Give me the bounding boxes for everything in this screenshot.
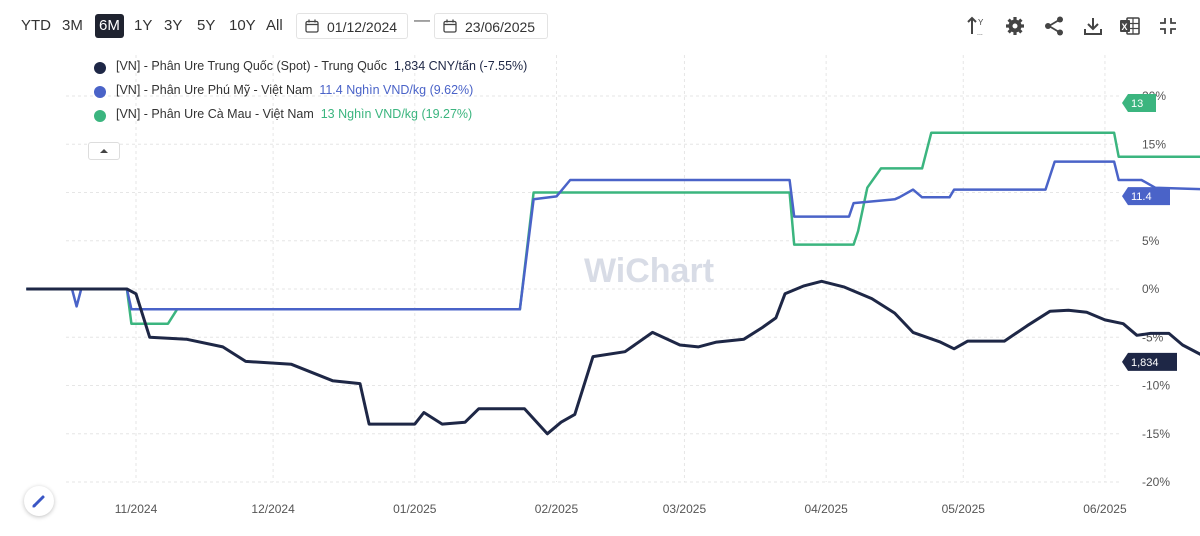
toolbar: YTD 3M 6M 1Y 3Y 5Y 10Y All 01/12/2024 — … [0, 0, 1200, 52]
x-tick-label: 02/2025 [535, 502, 579, 516]
legend-label-series-1: [VN] - Phân Ure Trung Quốc (Spot) - Trun… [116, 59, 528, 73]
pencil-icon [32, 495, 45, 508]
sort-icon[interactable]: Y ... [964, 14, 988, 38]
share-icon[interactable] [1042, 14, 1066, 38]
collapse-icon[interactable] [1156, 14, 1180, 38]
y-tick-label: -20% [1142, 475, 1170, 489]
watermark: WiChart [584, 252, 714, 290]
legend-value-series-1: 1,834 CNY/tấn (-7.55%) [393, 59, 528, 73]
legend-collapse-button[interactable] [88, 142, 120, 160]
legend-dot-series-2 [94, 86, 106, 98]
y-tick-label: -15% [1142, 427, 1170, 441]
range-all-button[interactable]: All [266, 17, 283, 34]
range-1y-button[interactable]: 1Y [134, 17, 153, 34]
legend-label-series-3: [VN] - Phân Ure Cà Mau - Việt Nam 13 Ngh… [116, 107, 473, 121]
svg-text:Y: Y [978, 18, 984, 27]
series-line-2 [26, 160, 1200, 311]
x-tick-label: 06/2025 [1083, 502, 1127, 516]
x-tick-label: 11/2024 [115, 502, 158, 516]
x-tick-label: 01/2025 [393, 502, 437, 516]
end-badge-series-1: 1,834 [1122, 352, 1177, 371]
y-tick-label: 5% [1142, 234, 1160, 248]
x-tick-label: 05/2025 [942, 502, 986, 516]
edit-button[interactable] [24, 486, 54, 516]
gear-icon[interactable] [1003, 14, 1027, 38]
date-separator: — [414, 12, 430, 29]
range-10y-button[interactable]: 10Y [229, 17, 256, 34]
end-badge-label: 13 [1131, 98, 1143, 110]
y-axis: 20%15%10%5%0%-5%-10%-15%-20% [1142, 89, 1170, 489]
chevron-up-icon [100, 149, 108, 153]
svg-text:X: X [1122, 22, 1128, 32]
end-badges: 1,834 11.4 13 [1122, 94, 1177, 371]
date-from-value: 01/12/2024 [327, 19, 398, 35]
calendar-icon [443, 19, 457, 33]
y-tick-label: 0% [1142, 282, 1160, 296]
date-from-field[interactable]: 01/12/2024 [296, 13, 408, 39]
x-tick-label: 03/2025 [663, 502, 707, 516]
legend-value-series-3: 13 Nghìn VND/kg (19.27%) [320, 107, 473, 121]
end-badge-label: 11.4 [1131, 191, 1152, 203]
x-tick-label: 12/2024 [251, 502, 295, 516]
legend-dot-series-3 [94, 110, 106, 122]
range-5y-button[interactable]: 5Y [197, 17, 216, 34]
date-to-field[interactable]: 23/06/2025 [434, 13, 548, 39]
y-tick-label: 15% [1142, 137, 1166, 151]
svg-text:...: ... [977, 30, 983, 37]
date-to-value: 23/06/2025 [465, 19, 536, 35]
series-line-3 [26, 131, 1200, 325]
end-badge-label: 1,834 [1131, 357, 1159, 369]
x-tick-label: 04/2025 [804, 502, 848, 516]
series-line-1 [26, 279, 1200, 436]
series-lines [26, 131, 1200, 436]
end-badge-series-3: 13 [1122, 94, 1156, 113]
end-badge-series-2: 11.4 [1122, 187, 1170, 206]
range-6m-button[interactable]: 6M [95, 14, 124, 38]
legend-label-series-2: [VN] - Phân Ure Phú Mỹ - Việt Nam 11.4 N… [116, 83, 474, 97]
calendar-icon [305, 19, 319, 33]
range-3m-button[interactable]: 3M [62, 17, 83, 34]
excel-icon[interactable]: X [1118, 14, 1142, 38]
y-tick-label: -10% [1142, 379, 1170, 393]
x-axis: 11/2024 12/2024 01/2025 02/2025 03/2025 04/20… [115, 502, 1127, 516]
range-ytd-button[interactable]: YTD [21, 17, 51, 34]
download-icon[interactable] [1081, 14, 1105, 38]
legend-dot-series-1 [94, 62, 106, 74]
grid [66, 55, 1120, 483]
legend-value-series-2: 11.4 Nghìn VND/kg (9.62%) [319, 83, 474, 97]
range-3y-button[interactable]: 3Y [164, 17, 183, 34]
